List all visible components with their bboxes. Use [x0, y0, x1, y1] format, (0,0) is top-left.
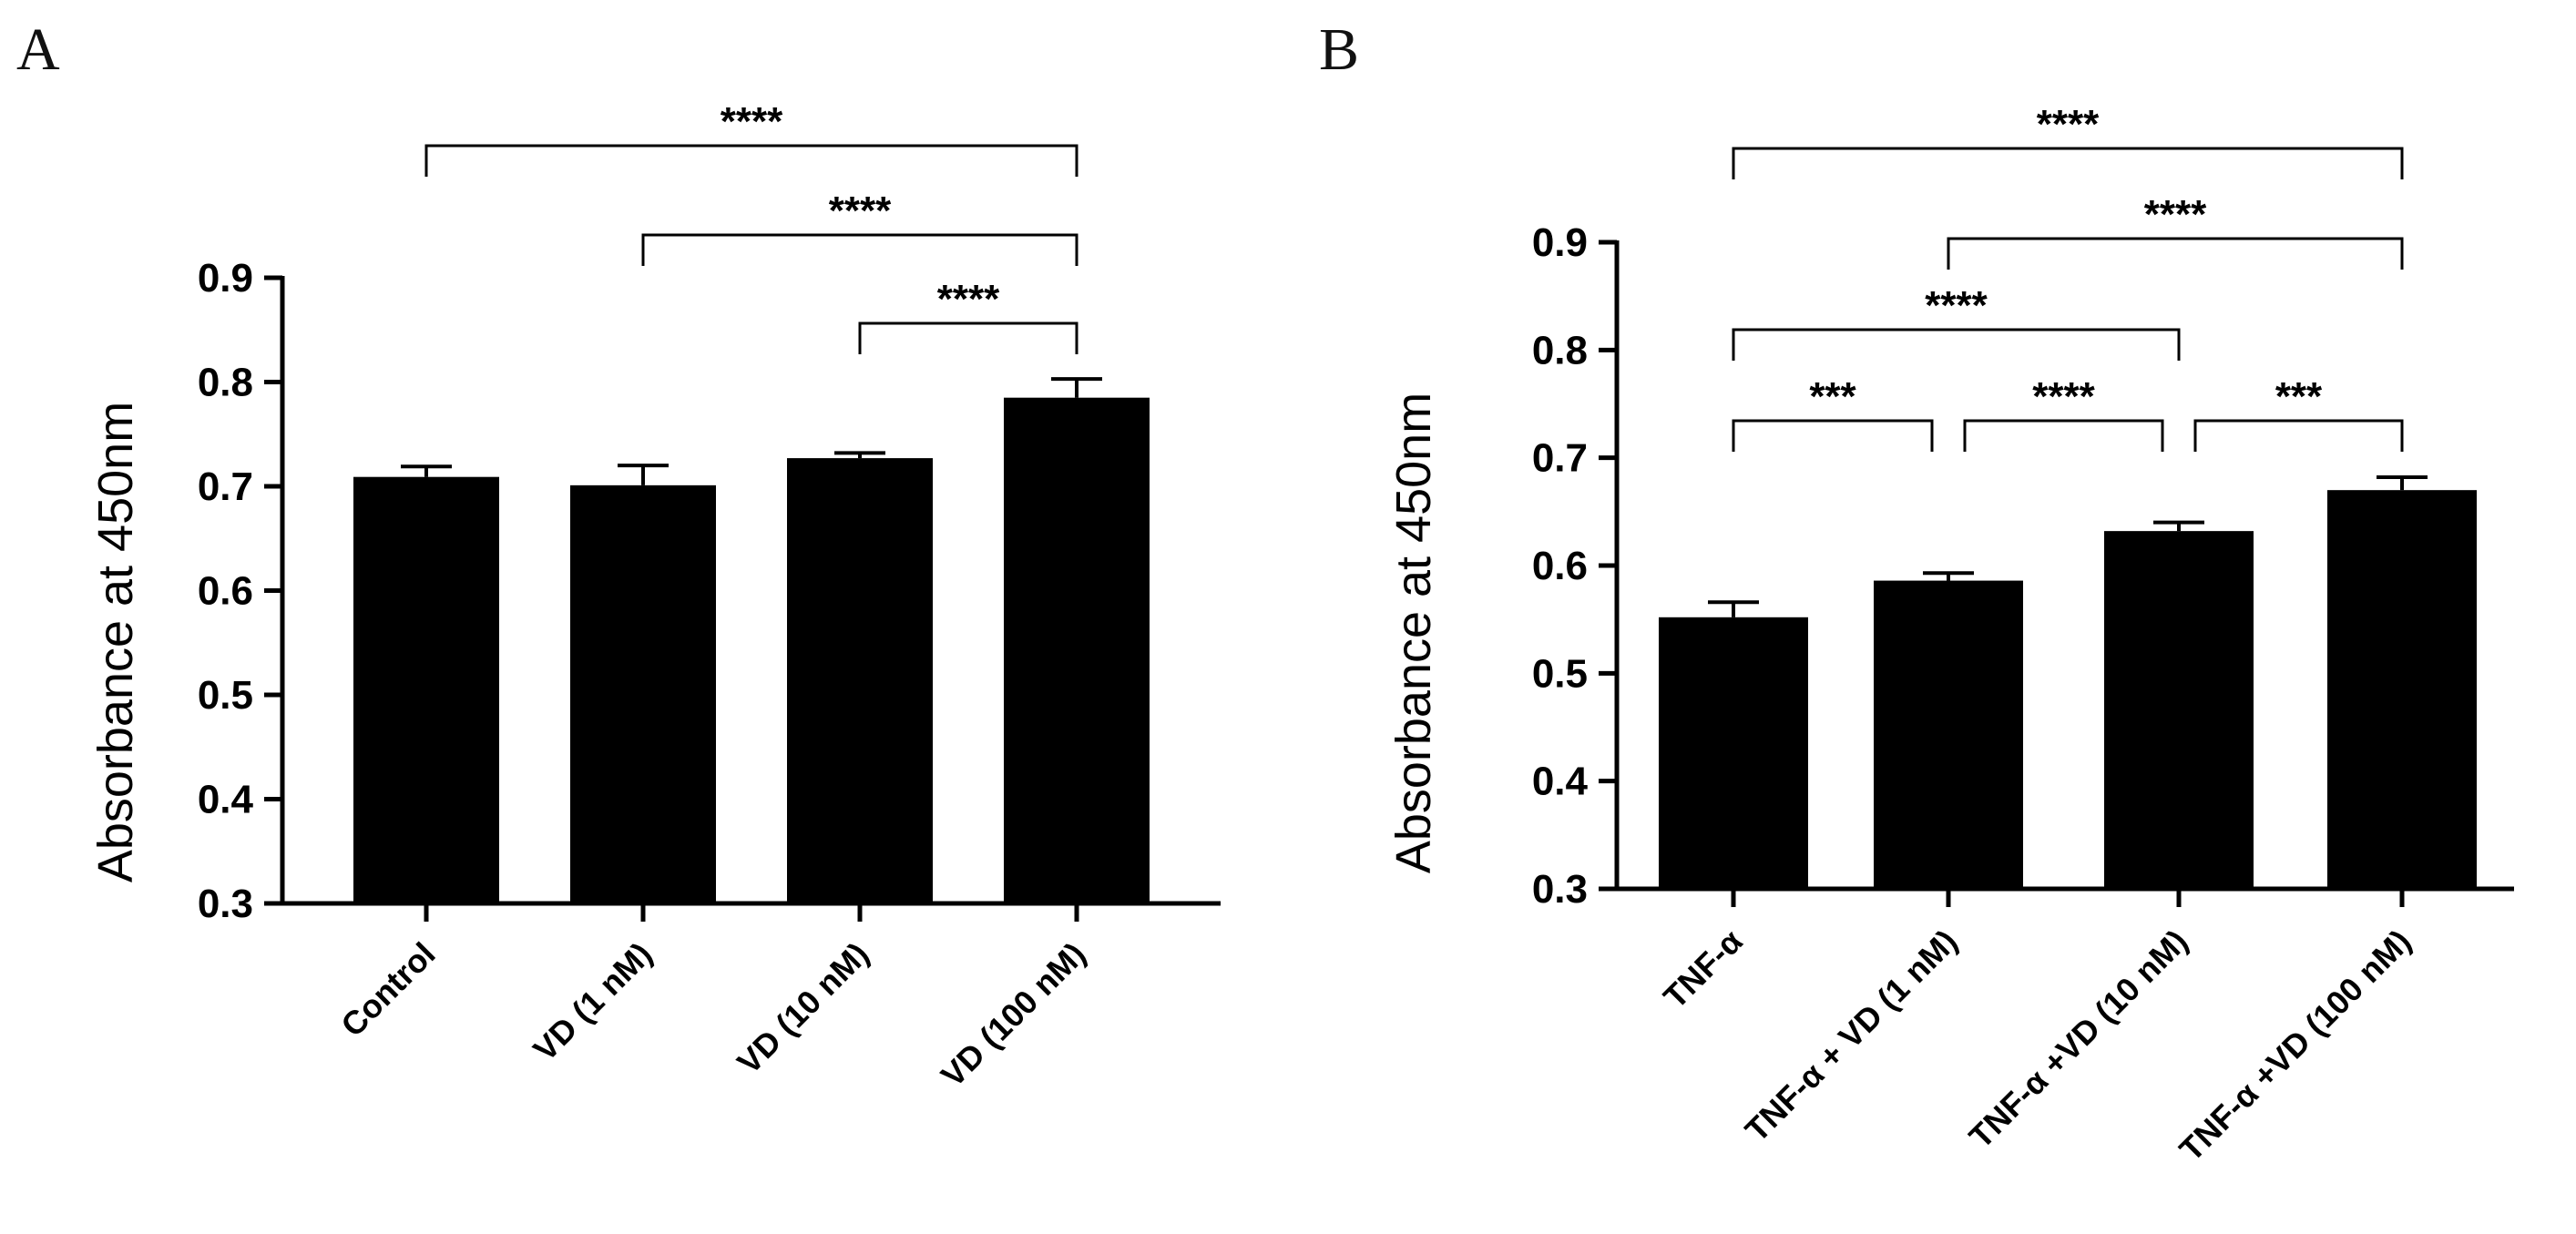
category-label-a: VD (10 nM)	[730, 935, 876, 1082]
category-label-b: TNF-α +VD (10 nM)	[1962, 923, 2195, 1156]
y-tick-label-a: 0.7	[198, 464, 253, 509]
significance-bracket-b	[1947, 237, 2404, 270]
significance-label-a: ****	[829, 189, 892, 233]
y-tick-label-b: 0.7	[1532, 436, 1588, 481]
significance-label-b: ***	[1809, 374, 1856, 419]
y-tick-label-a: 0.9	[198, 256, 253, 301]
category-label-a: Control	[333, 935, 442, 1044]
significance-label-b: ****	[2032, 374, 2095, 419]
significance-bracket-b	[2193, 419, 2404, 452]
y-tick-label-b: 0.5	[1532, 651, 1588, 696]
panel-a: A Absorbance at 450nm 0.3 0.4 0.5 0.6 0.7 0.8…	[16, 16, 1221, 1094]
category-label-b: TNF-α	[1656, 923, 1750, 1016]
significance-bracket-a	[641, 233, 1078, 266]
significance-label-b: ***	[2275, 374, 2323, 419]
y-tick-label-b: 0.3	[1532, 867, 1588, 912]
y-axis-title-b: Absorbance at 450nm	[1386, 393, 1441, 873]
panel-letter-a: A	[16, 16, 60, 83]
panel-b: B Absorbance at 450nm 0.3 0.4 0.5 0.6 0.7 0.8…	[1319, 16, 2514, 1168]
y-tick-label-b: 0.8	[1532, 328, 1588, 372]
bar-a	[353, 476, 499, 903]
significance-bracket-b	[1732, 147, 2404, 179]
significance-bracket-a	[424, 144, 1078, 177]
significance-label-b: ****	[2037, 102, 2100, 147]
significance-label-a: ****	[937, 277, 1000, 321]
significance-label-b: ****	[1925, 283, 1988, 328]
y-tick-label-a: 0.4	[198, 778, 254, 822]
bar-b	[1659, 617, 1808, 889]
category-label-a: VD (100 nM)	[934, 935, 1093, 1095]
y-tick-label-a: 0.5	[198, 673, 253, 718]
bar-a	[787, 458, 933, 903]
panel-letter-b: B	[1319, 16, 1359, 83]
significance-label-b: ****	[2144, 192, 2207, 237]
category-label-b: TNF-α +VD (100 nM)	[2172, 923, 2418, 1168]
bar-b	[2327, 490, 2477, 889]
y-tick-label-a: 0.8	[198, 361, 253, 405]
category-label-b: TNF-α + VD (1 nM)	[1738, 923, 1965, 1149]
significance-bracket-b	[1963, 419, 2164, 452]
y-tick-label-a: 0.3	[198, 882, 253, 926]
y-tick-label-b: 0.9	[1532, 220, 1588, 265]
y-tick-label-b: 0.6	[1532, 544, 1588, 588]
bar-b	[2104, 531, 2254, 889]
category-label-a: VD (1 nM)	[526, 935, 659, 1068]
y-axis-title-a: Absorbance at 450nm	[88, 402, 143, 882]
significance-bracket-a	[858, 321, 1078, 354]
y-tick-label-a: 0.6	[198, 569, 253, 614]
bar-a	[570, 484, 716, 903]
significance-bracket-b	[1732, 419, 1934, 452]
bar-a	[1004, 397, 1150, 903]
y-tick-label-b: 0.4	[1532, 760, 1589, 804]
significance-label-a: ****	[721, 99, 783, 144]
significance-bracket-b	[1732, 328, 2181, 361]
bar-b	[1874, 580, 2023, 889]
